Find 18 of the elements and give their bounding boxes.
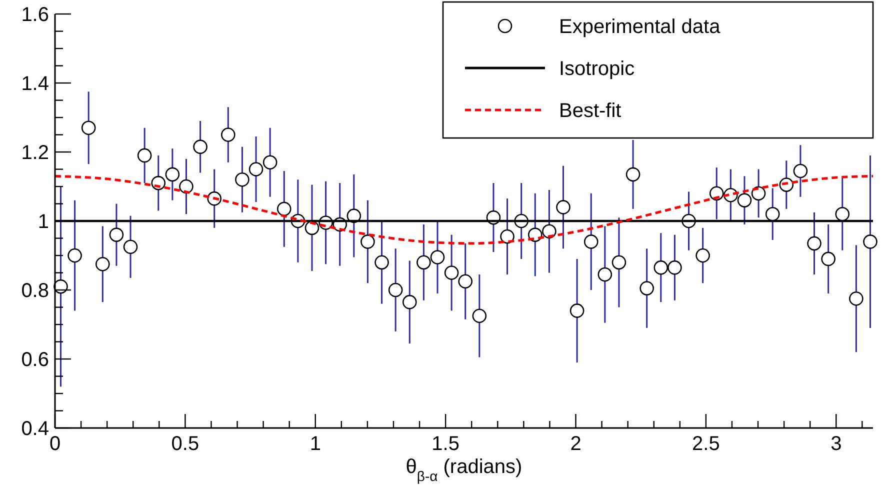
x-tick-label: 1.5 [432,433,460,455]
y-tick-label: 0.6 [21,349,49,371]
y-tick-label: 0.8 [21,280,49,302]
x-tick-label: 2.5 [692,433,720,455]
y-tick-label: 1.2 [21,142,49,164]
x-tick-label: 0 [49,433,61,455]
x-tick-label: 0.5 [171,433,200,455]
legend-label: Isotropic [559,58,635,80]
y-tick-label: 1.4 [21,73,49,95]
legend-label: Best-fit [559,100,622,122]
x-tick-label: 3 [830,433,842,455]
x-tick-label: 1 [310,433,321,455]
x-axis-title: θ$_{β-α}$ (radians) [406,456,522,484]
legend-label: Experimental data [559,16,722,38]
y-tick-label: 0.4 [21,418,49,440]
x-tick-label: 2 [570,433,582,455]
y-tick-label: 1 [38,211,49,233]
y-tick-label: 1.6 [21,4,49,26]
